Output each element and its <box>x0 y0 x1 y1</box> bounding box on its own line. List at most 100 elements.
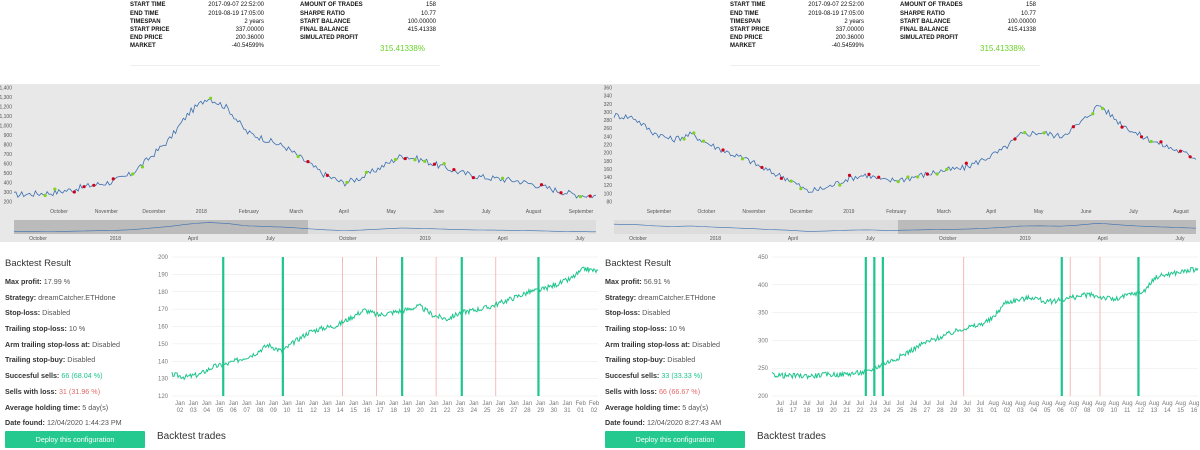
sell-marker <box>945 167 949 171</box>
x-tick-day: 01 <box>577 408 584 414</box>
stat-value: 337.00000 <box>235 27 264 33</box>
stat-value: 2019-08-19 17:05:00 <box>208 11 264 17</box>
navigator-tick-label: October <box>939 236 957 242</box>
x-tick-label: August <box>526 209 542 215</box>
x-tick-day: 21 <box>430 408 437 414</box>
max-profit-value: 17.99 % <box>43 277 71 286</box>
arm-value: Disabled <box>692 339 721 349</box>
y-tick-label: 500 <box>4 171 13 177</box>
sell-marker <box>559 191 563 195</box>
trade-marker-bar <box>281 257 284 396</box>
x-tick-month: Jul <box>976 401 984 407</box>
stat-value: 415.41338 <box>407 27 436 33</box>
x-tick-label: September <box>647 209 672 215</box>
sell-marker <box>1188 155 1192 159</box>
y-tick-label: 1,300 <box>0 95 12 101</box>
label: Sells with loss: <box>605 386 657 396</box>
stat-label: START TIME <box>730 2 766 8</box>
sell-marker <box>906 175 910 179</box>
y-tick-label: 700 <box>4 152 13 158</box>
x-tick-label: December <box>142 209 165 215</box>
x-tick-label: June <box>433 209 444 215</box>
sell-marker <box>588 194 592 198</box>
y-tick-label: 120 <box>604 183 613 189</box>
stat-value: 200.36000 <box>835 35 864 41</box>
x-tick-day: 19 <box>404 408 411 414</box>
deploy-button[interactable]: Deploy this configuration <box>5 431 145 448</box>
x-tick-label: November <box>742 209 765 215</box>
x-tick-day: 18 <box>390 408 397 414</box>
x-tick-month: Jul <box>790 401 798 407</box>
buy-marker <box>701 139 706 143</box>
y-tick-label: 220 <box>604 143 613 149</box>
result-title: Backtest Result <box>605 258 671 269</box>
x-tick-month: Jan <box>202 401 212 407</box>
buy-marker <box>306 160 310 164</box>
sell-marker <box>935 172 939 176</box>
y-tick-label: 250 <box>758 366 769 372</box>
label: Trailing stop-loss: <box>5 324 67 334</box>
x-tick-month: Aug <box>1055 401 1066 407</box>
trade-marker-bar <box>537 257 540 396</box>
stat-label: START PRICE <box>730 27 770 33</box>
x-tick-label: March <box>289 209 303 215</box>
price-chart[interactable]: 360 340 320 300 280 260 240 220 200 180 160 140 120 1… <box>600 84 1200 242</box>
label: Stop-loss: <box>605 308 641 318</box>
buy-marker <box>760 165 764 170</box>
x-tick-label: April <box>339 209 349 215</box>
x-tick-day: 16 <box>364 408 371 414</box>
y-tick-label: 150 <box>158 342 169 348</box>
x-tick-day: 20 <box>830 408 837 414</box>
stat-value: 100.00000 <box>407 19 436 25</box>
deploy-button[interactable]: Deploy this configuration <box>605 431 745 448</box>
price-chart[interactable]: 1,400 1,300 1,200 1,100 1,000 900 800 700 600 500… <box>0 84 600 242</box>
x-tick-month: Jul <box>896 401 904 407</box>
y-tick-label: 190 <box>158 272 169 278</box>
x-tick-label: February <box>239 209 260 215</box>
price-chart-svg[interactable]: 360 340 320 300 280 260 240 220 200 180 160 140 120 1… <box>600 84 1200 242</box>
simulated-profit-value: 315.41338% <box>980 44 1025 53</box>
y-tick-label: 1,100 <box>0 114 12 120</box>
x-tick-day: 28 <box>937 408 944 414</box>
x-tick-day: 04 <box>1030 408 1037 414</box>
x-tick-month: Aug <box>1095 401 1106 407</box>
x-tick-month: Aug <box>988 401 999 407</box>
trade-marker-bar <box>1060 257 1063 396</box>
navigator-tick-label: October <box>29 236 47 242</box>
x-tick-month: Jul <box>963 401 971 407</box>
x-tick-day: 05 <box>1044 408 1051 414</box>
label: Trailing stop-buy: <box>5 355 66 365</box>
price-chart-svg[interactable]: 1,400 1,300 1,200 1,100 1,000 900 800 700 600 500… <box>0 84 600 242</box>
sell-marker <box>799 187 803 191</box>
holding-value: 5 day(s) <box>682 402 709 412</box>
stat-label: AMOUNT OF TRADES <box>900 2 963 8</box>
successful-sells-value: 66 (68.04 %) <box>61 371 103 381</box>
x-tick-month: Jan <box>375 401 385 407</box>
navigator-tick-label: April <box>1098 236 1108 242</box>
x-tick-day: 12 <box>1137 408 1144 414</box>
x-tick-day: 10 <box>1111 408 1118 414</box>
x-tick-day: 09 <box>270 408 277 414</box>
stat-label: START TIME <box>130 2 166 8</box>
stat-label: TIMESPAN <box>730 19 761 25</box>
stat-label: END TIME <box>730 11 759 17</box>
x-tick-day: 23 <box>457 408 464 414</box>
buy-marker <box>208 96 213 100</box>
buy-marker <box>413 158 417 162</box>
y-tick-label: 100 <box>604 191 613 197</box>
x-tick-month: Jan <box>469 401 479 407</box>
max-profit-value: 56.91 % <box>643 277 671 286</box>
x-tick-month: Jan <box>335 401 345 407</box>
trailing-value: 10 % <box>68 324 86 334</box>
sell-marker <box>92 183 96 187</box>
x-tick-month: Jan <box>456 401 466 407</box>
x-tick-day: 29 <box>537 408 544 414</box>
x-tick-month: Jul <box>843 401 851 407</box>
x-tick-day: 11 <box>297 408 304 414</box>
navigator-selection[interactable] <box>898 220 1196 234</box>
y-tick-label: 140 <box>604 175 613 181</box>
stats-panel: START TIME 2017-09-07 22:52:00 AMOUNT OF T… <box>730 0 1040 66</box>
sell-marker <box>131 172 135 176</box>
